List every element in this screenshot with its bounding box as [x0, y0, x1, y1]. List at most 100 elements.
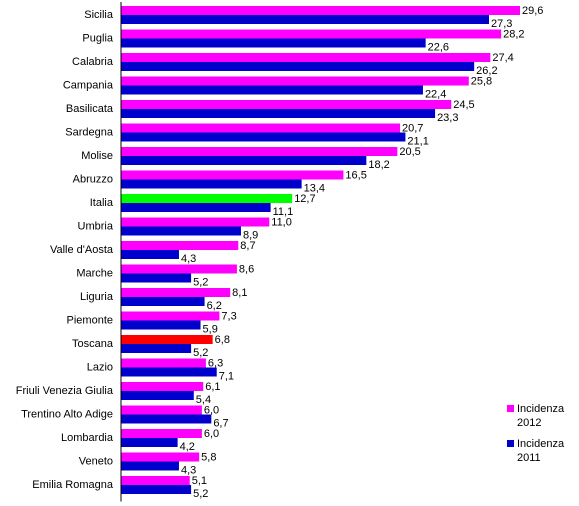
bars-group [121, 6, 520, 494]
value-label-2012-valle-d-aosta: 8,7 [240, 240, 255, 252]
bar-2011-lazio [121, 367, 217, 377]
bar-2011-emilia-romagna [121, 485, 192, 494]
category-label-calabria: Calabria [72, 56, 114, 68]
bar-2012-abruzzo [121, 170, 344, 180]
bar-2012-toscana [121, 335, 213, 344]
bar-2012-campania [121, 76, 469, 86]
value-label-2011-abruzzo: 13,4 [304, 183, 325, 195]
bar-2011-calabria [121, 62, 475, 71]
bar-2012-liguria [121, 288, 231, 297]
value-label-2012-toscana: 6,8 [215, 334, 230, 346]
bar-2011-valle-d-aosta [121, 250, 179, 259]
category-label-puglia: Puglia [82, 33, 113, 45]
category-label-sardegna: Sardegna [65, 127, 114, 139]
bar-2011-friuli-venezia-giulia [121, 391, 194, 400]
legend-label-2012-line2: 2012 [517, 417, 541, 429]
legend: Incidenza 2012 Incidenza 2011 [507, 403, 565, 464]
value-label-2012-emilia-romagna: 5,1 [192, 475, 207, 487]
value-label-2012-friuli-venezia-giulia: 6,1 [205, 381, 220, 393]
value-label-2011-emilia-romagna: 5,2 [193, 488, 208, 500]
bar-2011-lombardia [121, 438, 178, 447]
bar-2012-umbria [121, 217, 270, 227]
value-label-2012-abruzzo: 16,5 [345, 170, 366, 182]
category-label-abruzzo: Abruzzo [73, 174, 113, 186]
bar-2011-toscana [121, 344, 192, 353]
bar-2011-umbria [121, 226, 241, 236]
value-label-2012-veneto: 5,8 [201, 452, 216, 464]
bar-2012-molise [121, 147, 398, 156]
value-label-2012-piemonte: 7,3 [221, 311, 236, 323]
value-label-2011-basilicata: 23,3 [437, 112, 458, 124]
category-label-trentino-alto-adige: Trentino Alto Adige [21, 409, 113, 421]
category-label-sicilia: Sicilia [84, 9, 114, 21]
bar-2012-veneto [121, 452, 200, 462]
bar-2012-sardegna [121, 123, 401, 133]
bar-2012-trentino-alto-adige [121, 405, 202, 415]
bar-2011-puglia [121, 38, 426, 48]
value-label-2011-marche: 5,2 [193, 277, 208, 289]
legend-label-2011-line2: 2011 [517, 452, 541, 464]
value-label-2011-lazio: 7,1 [219, 371, 234, 383]
value-label-2011-umbria: 8,9 [243, 230, 258, 242]
value-label-2011-molise: 18,2 [368, 159, 389, 171]
bar-2012-sicilia [121, 6, 520, 15]
category-label-emilia-romagna: Emilia Romagna [32, 479, 114, 491]
bar-2012-valle-d-aosta [121, 241, 239, 250]
bar-2012-emilia-romagna [121, 476, 190, 485]
value-label-2012-puglia: 28,2 [503, 29, 524, 41]
category-label-friuli-venezia-giulia: Friuli Venezia Giulia [16, 385, 114, 397]
category-label-liguria: Liguria [80, 291, 114, 303]
value-label-2011-lombardia: 4,2 [180, 441, 195, 453]
category-label-umbria: Umbria [78, 221, 114, 233]
category-label-veneto: Veneto [79, 456, 113, 468]
bar-2011-sicilia [121, 15, 489, 24]
bar-2012-lazio [121, 358, 206, 368]
bar-2012-calabria [121, 53, 491, 62]
value-label-2011-italia: 11,1 [273, 206, 294, 218]
value-label-2012-italia: 12,7 [294, 193, 315, 205]
category-label-basilicata: Basilicata [66, 103, 114, 115]
bar-2012-italia [121, 194, 293, 203]
labels-group: Sicilia 29,6 27,3 Puglia 28,2 22,6 Calabria 27,… [16, 5, 544, 500]
bar-2012-piemonte [121, 311, 220, 321]
bar-2012-lombardia [121, 429, 202, 438]
bar-2011-marche [121, 273, 192, 283]
value-label-2012-basilicata: 24,5 [453, 99, 474, 111]
legend-swatch-2011 [507, 440, 514, 447]
value-label-2011-trentino-alto-adige: 6,7 [213, 418, 228, 430]
bar-2011-abruzzo [121, 179, 302, 189]
legend-label-2011-line1: Incidenza [517, 438, 565, 450]
value-label-2012-sardegna: 20,7 [402, 123, 423, 135]
bar-2011-veneto [121, 461, 179, 471]
bar-2011-trentino-alto-adige [121, 414, 212, 424]
bar-2011-basilicata [121, 109, 436, 118]
bar-2011-liguria [121, 297, 205, 306]
value-label-2012-calabria: 27,4 [492, 52, 513, 64]
bar-2012-basilicata [121, 100, 452, 109]
value-label-2011-campania: 22,4 [425, 89, 446, 101]
value-label-2011-toscana: 5,2 [193, 347, 208, 359]
value-label-2011-valle-d-aosta: 4,3 [181, 253, 196, 265]
category-label-italia: Italia [90, 197, 114, 209]
value-label-2011-sicilia: 27,3 [491, 18, 512, 30]
value-label-2012-liguria: 8,1 [232, 287, 247, 299]
category-label-marche: Marche [76, 268, 113, 280]
value-label-2011-piemonte: 5,9 [203, 324, 218, 336]
value-label-2011-sardegna: 21,1 [407, 136, 428, 148]
category-label-piemonte: Piemonte [67, 315, 113, 327]
category-label-campania: Campania [63, 80, 114, 92]
bar-2012-friuli-venezia-giulia [121, 382, 204, 391]
value-label-2011-calabria: 26,2 [476, 65, 497, 77]
bar-2011-italia [121, 203, 271, 212]
legend-swatch-2012 [507, 405, 514, 412]
value-label-2012-sicilia: 29,6 [522, 5, 543, 17]
value-label-2011-veneto: 4,3 [181, 465, 196, 477]
value-label-2012-lombardia: 6,0 [204, 428, 219, 440]
bar-2011-molise [121, 156, 367, 165]
bar-2011-sardegna [121, 132, 406, 142]
value-label-2011-puglia: 22,6 [428, 42, 449, 54]
value-label-2011-friuli-venezia-giulia: 5,4 [196, 394, 211, 406]
value-label-2012-campania: 25,8 [471, 76, 492, 88]
value-label-2012-lazio: 6,3 [208, 358, 223, 370]
